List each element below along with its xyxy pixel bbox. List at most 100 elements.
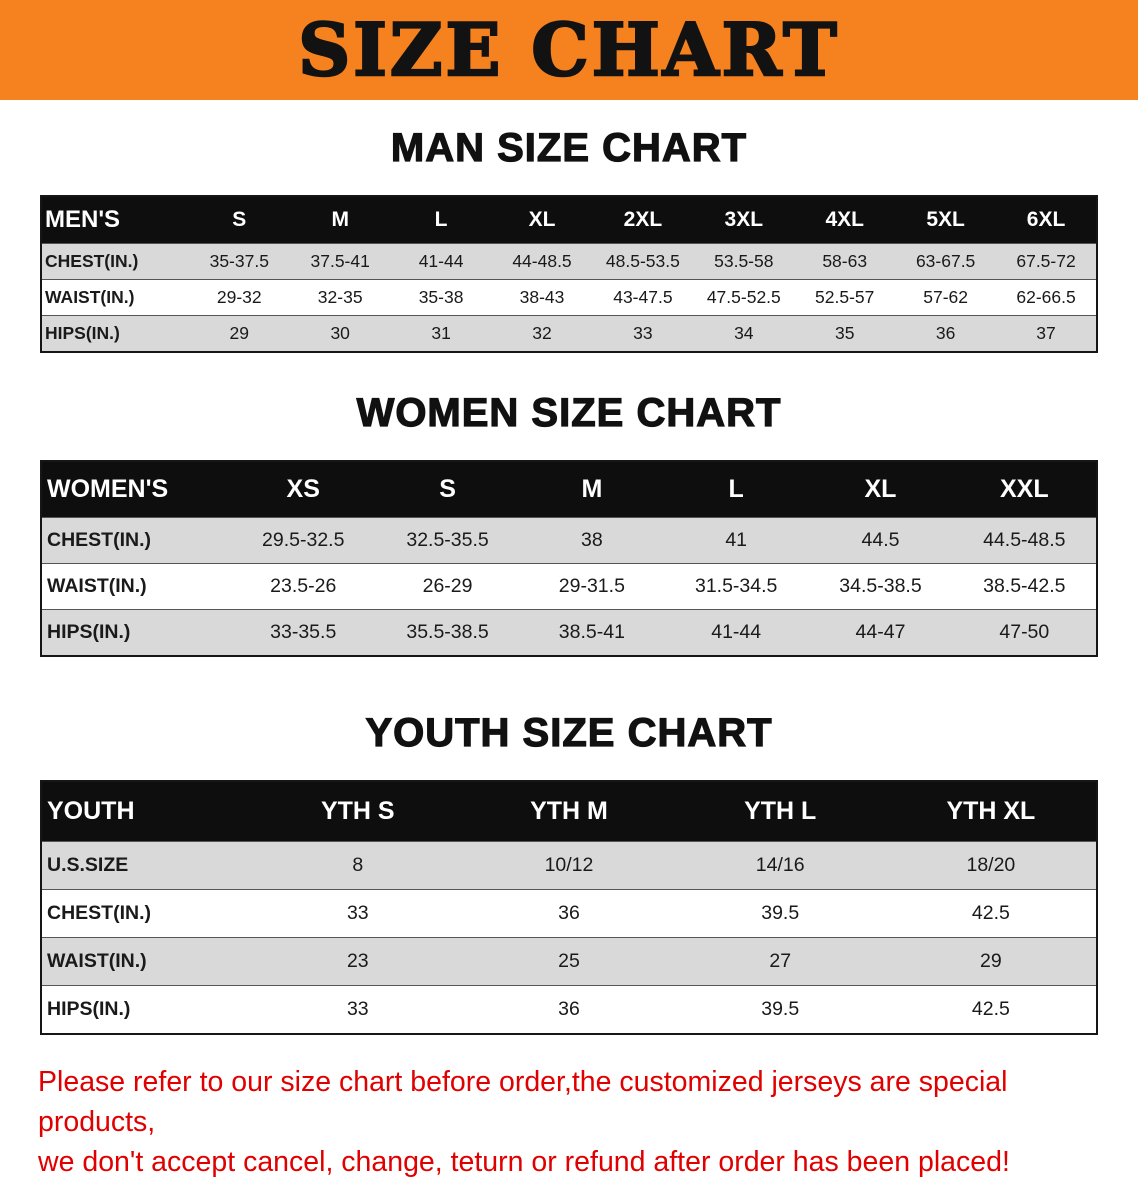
size-value-cell: 23.5-26 bbox=[231, 563, 376, 610]
table-row: CHEST(IN.) 29.5-32.5 32.5-35.5 38 41 44.5 44.5… bbox=[41, 517, 1097, 564]
size-value-cell: 10/12 bbox=[463, 841, 675, 890]
table-row: U.S.SIZE 8 10/12 14/16 18/20 bbox=[41, 841, 1097, 890]
size-value-cell: 41-44 bbox=[390, 243, 492, 280]
size-value-cell: 47-50 bbox=[952, 609, 1097, 656]
row-label-cell: HIPS(IN.) bbox=[41, 315, 189, 352]
row-label-cell: CHEST(IN.) bbox=[41, 889, 253, 938]
size-value-cell: 38-43 bbox=[491, 279, 593, 316]
size-value-cell: 42.5 bbox=[885, 985, 1097, 1034]
size-value-cell: 62-66.5 bbox=[996, 279, 1097, 316]
table-row: WAIST(IN.) 29-32 32-35 35-38 38-43 43-47.5 47.… bbox=[41, 279, 1097, 316]
women-size-section: WOMEN SIZE CHART WOMEN'S XS S M L XL XXL CHEST(… bbox=[0, 390, 1138, 657]
size-value-cell: 37 bbox=[996, 315, 1097, 352]
size-column-header: L bbox=[390, 196, 492, 244]
size-value-cell: 38.5-41 bbox=[519, 609, 665, 656]
size-value-cell: 57-62 bbox=[895, 279, 997, 316]
table-row: HIPS(IN.) 33-35.5 35.5-38.5 38.5-41 41-44 44-… bbox=[41, 609, 1097, 656]
size-column-header: S bbox=[188, 196, 290, 244]
size-value-cell: 37.5-41 bbox=[289, 243, 391, 280]
size-value-cell: 35-37.5 bbox=[188, 243, 290, 280]
size-column-header: XL bbox=[808, 461, 953, 518]
size-column-header: YTH XL bbox=[885, 781, 1097, 842]
size-value-cell: 42.5 bbox=[885, 889, 1097, 938]
size-column-header: YTH L bbox=[674, 781, 886, 842]
size-value-cell: 26-29 bbox=[375, 563, 520, 610]
size-value-cell: 33 bbox=[592, 315, 694, 352]
table-row: WAIST(IN.) 23.5-26 26-29 29-31.5 31.5-34.5 34… bbox=[41, 563, 1097, 610]
size-value-cell: 39.5 bbox=[674, 889, 886, 938]
size-value-cell: 29-31.5 bbox=[519, 563, 665, 610]
size-value-cell: 18/20 bbox=[885, 841, 1097, 890]
size-value-cell: 32.5-35.5 bbox=[375, 517, 520, 564]
table-row: CHEST(IN.) 35-37.5 37.5-41 41-44 44-48.5 48.5… bbox=[41, 243, 1097, 280]
row-label-cell: HIPS(IN.) bbox=[41, 609, 232, 656]
size-value-cell: 58-63 bbox=[794, 243, 896, 280]
table-row: HIPS(IN.) 29 30 31 32 33 34 35 36 37 bbox=[41, 315, 1097, 352]
size-value-cell: 30 bbox=[289, 315, 391, 352]
size-column-header: XL bbox=[491, 196, 593, 244]
size-value-cell: 14/16 bbox=[674, 841, 886, 890]
size-value-cell: 52.5-57 bbox=[794, 279, 896, 316]
size-column-header: S bbox=[375, 461, 520, 518]
size-value-cell: 33-35.5 bbox=[231, 609, 376, 656]
banner: SIZE CHART bbox=[0, 0, 1138, 100]
row-label-cell: HIPS(IN.) bbox=[41, 985, 253, 1034]
size-value-cell: 43-47.5 bbox=[592, 279, 694, 316]
size-value-cell: 33 bbox=[252, 889, 464, 938]
size-value-cell: 8 bbox=[252, 841, 464, 890]
row-label-header: WOMEN'S bbox=[41, 461, 232, 518]
size-value-cell: 23 bbox=[252, 937, 464, 986]
row-label-header: MEN'S bbox=[41, 196, 189, 244]
size-value-cell: 34.5-38.5 bbox=[808, 563, 953, 610]
table-header-row: WOMEN'S XS S M L XL XXL bbox=[41, 461, 1097, 518]
women-section-heading: WOMEN SIZE CHART bbox=[356, 390, 782, 435]
size-value-cell: 35.5-38.5 bbox=[375, 609, 520, 656]
table-row: HIPS(IN.) 33 36 39.5 42.5 bbox=[41, 985, 1097, 1034]
page-title: SIZE CHART bbox=[297, 7, 840, 92]
row-label-header: YOUTH bbox=[41, 781, 253, 842]
size-column-header: 4XL bbox=[794, 196, 896, 244]
size-value-cell: 25 bbox=[463, 937, 675, 986]
size-value-cell: 36 bbox=[463, 889, 675, 938]
size-column-header: XS bbox=[231, 461, 376, 518]
size-value-cell: 44.5-48.5 bbox=[952, 517, 1097, 564]
size-value-cell: 36 bbox=[895, 315, 997, 352]
size-value-cell: 41-44 bbox=[664, 609, 809, 656]
men-size-section: MAN SIZE CHART MEN'S S M L XL 2XL 3XL 4XL 5XL 6XL… bbox=[0, 125, 1138, 353]
size-value-cell: 32-35 bbox=[289, 279, 391, 316]
size-value-cell: 31.5-34.5 bbox=[664, 563, 809, 610]
disclaimer-note: Please refer to our size chart before or… bbox=[38, 1063, 1100, 1183]
size-value-cell: 34 bbox=[693, 315, 795, 352]
youth-size-section: YOUTH SIZE CHART YOUTH YTH S YTH M YTH L YTH… bbox=[0, 710, 1138, 1035]
size-value-cell: 38 bbox=[519, 517, 665, 564]
size-value-cell: 39.5 bbox=[674, 985, 886, 1034]
size-value-cell: 29-32 bbox=[188, 279, 290, 316]
mens-size-table: MEN'S S M L XL 2XL 3XL 4XL 5XL 6XL CHEST(IN.) 35-37… bbox=[40, 195, 1098, 353]
size-value-cell: 44-48.5 bbox=[491, 243, 593, 280]
size-column-header: YTH S bbox=[252, 781, 464, 842]
size-value-cell: 27 bbox=[674, 937, 886, 986]
size-column-header: 3XL bbox=[693, 196, 795, 244]
size-value-cell: 44.5 bbox=[808, 517, 953, 564]
size-column-header: 2XL bbox=[592, 196, 694, 244]
youth-section-heading: YOUTH SIZE CHART bbox=[365, 710, 773, 755]
size-column-header: M bbox=[289, 196, 391, 244]
size-column-header: 6XL bbox=[996, 196, 1097, 244]
table-row: CHEST(IN.) 33 36 39.5 42.5 bbox=[41, 889, 1097, 938]
men-section-heading: MAN SIZE CHART bbox=[390, 125, 748, 170]
youth-size-table: YOUTH YTH S YTH M YTH L YTH XL U.S.SIZE 8 10/12… bbox=[40, 780, 1098, 1035]
size-value-cell: 33 bbox=[252, 985, 464, 1034]
row-label-cell: CHEST(IN.) bbox=[41, 517, 232, 564]
size-value-cell: 44-47 bbox=[808, 609, 953, 656]
row-label-cell: WAIST(IN.) bbox=[41, 563, 232, 610]
size-value-cell: 29 bbox=[188, 315, 290, 352]
table-row: WAIST(IN.) 23 25 27 29 bbox=[41, 937, 1097, 986]
size-value-cell: 41 bbox=[664, 517, 809, 564]
size-value-cell: 35 bbox=[794, 315, 896, 352]
disclaimer-line-1: Please refer to our size chart before or… bbox=[38, 1066, 1008, 1138]
size-value-cell: 53.5-58 bbox=[693, 243, 795, 280]
size-value-cell: 38.5-42.5 bbox=[952, 563, 1097, 610]
size-value-cell: 31 bbox=[390, 315, 492, 352]
size-value-cell: 63-67.5 bbox=[895, 243, 997, 280]
